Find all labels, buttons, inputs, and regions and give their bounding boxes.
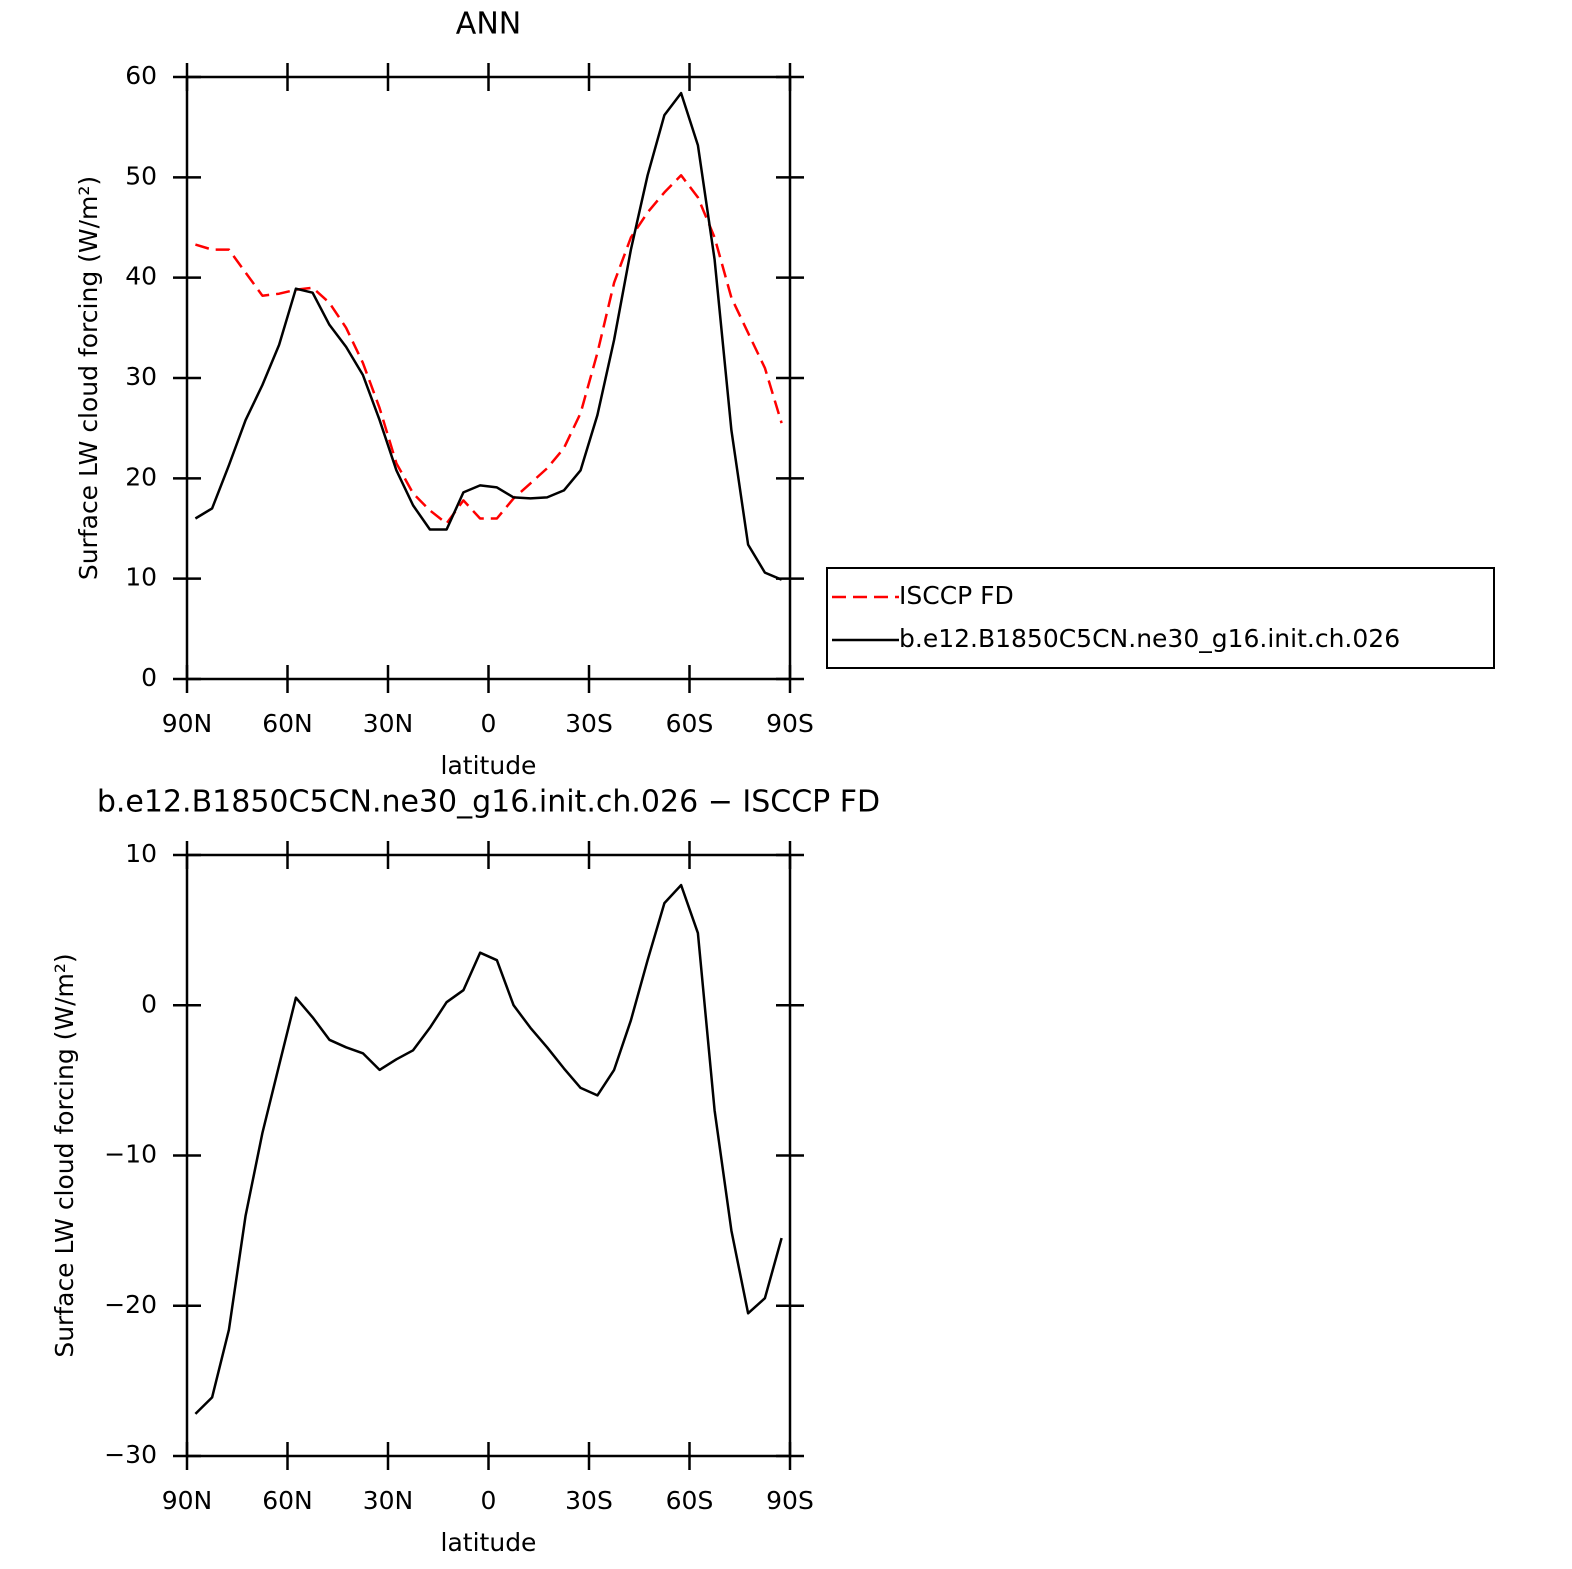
x-tick-label: 60N <box>262 709 313 738</box>
data-line <box>194 883 783 1415</box>
data-line <box>194 91 783 581</box>
x-tick-label: 0 <box>481 709 497 738</box>
y-axis-label: Surface LW cloud forcing (W/m²) <box>50 953 79 1357</box>
x-tick-label: 30N <box>363 709 414 738</box>
legend-label: b.e12.B1850C5CN.ne30_g16.init.ch.026 <box>899 624 1400 653</box>
x-tick-label: 90N <box>162 1486 213 1515</box>
y-tick-label: 0 <box>141 663 157 692</box>
x-tick-label: 0 <box>481 1486 497 1515</box>
y-tick-label: 30 <box>125 362 157 391</box>
y-tick-label: 50 <box>125 161 157 190</box>
x-tick-label: 90N <box>162 709 213 738</box>
y-tick-label: −10 <box>104 1140 157 1169</box>
x-tick-label: 30S <box>565 709 613 738</box>
legend-box <box>826 567 1495 669</box>
x-tick-label: 60S <box>666 1486 714 1515</box>
chart-title: b.e12.B1850C5CN.ne30_g16.init.ch.026 − I… <box>97 785 880 820</box>
x-tick-label: 30N <box>363 1486 414 1515</box>
y-tick-label: 20 <box>125 462 157 491</box>
x-tick-label: 60N <box>262 1486 313 1515</box>
y-tick-label: 60 <box>125 61 157 90</box>
data-line <box>195 174 783 525</box>
x-tick-label: 60S <box>666 709 714 738</box>
x-tick-label: 90S <box>766 1486 814 1515</box>
y-tick-label: 10 <box>125 839 157 868</box>
legend-label: ISCCP FD <box>899 581 1014 610</box>
y-tick-label: −30 <box>104 1440 157 1469</box>
x-axis-label: latitude <box>441 751 537 780</box>
y-tick-label: 10 <box>125 563 157 592</box>
x-tick-label: 30S <box>565 1486 613 1515</box>
y-tick-label: 40 <box>125 262 157 291</box>
chart-title: ANN <box>456 7 521 42</box>
x-axis-label: latitude <box>441 1528 537 1557</box>
y-axis-label: Surface LW cloud forcing (W/m²) <box>74 176 103 580</box>
y-tick-label: −20 <box>104 1290 157 1319</box>
x-tick-label: 90S <box>766 709 814 738</box>
plot-frame <box>185 75 792 681</box>
y-tick-label: 0 <box>141 989 157 1018</box>
